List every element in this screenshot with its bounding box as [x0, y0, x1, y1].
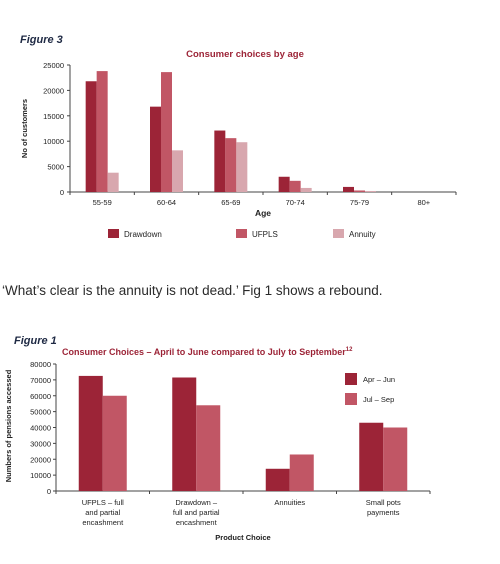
chart-title-superscript: 12 — [346, 347, 353, 353]
x-tick-label: and partial — [85, 508, 120, 517]
y-tick-label: 20000 — [43, 86, 64, 95]
bar-annuity — [365, 190, 376, 192]
y-tick-label: 0 — [47, 487, 51, 496]
quote-text: ‘What’s clear is the annuity is not dead… — [2, 283, 383, 298]
bar-annuity — [300, 187, 312, 192]
x-tick-label: encashment — [82, 518, 124, 527]
y-tick-label: 0 — [60, 188, 64, 197]
y-tick-label: 20000 — [30, 455, 51, 464]
x-tick-label: UFPLS – full — [82, 498, 124, 507]
x-tick-label: Annuities — [274, 498, 305, 507]
figure-3-label: Figure 3 — [20, 34, 63, 46]
figure-3-chart: Consumer choices by age 0 5000 10000 15000 20… — [20, 49, 457, 239]
x-tick-label: encashment — [176, 518, 218, 527]
bar-apr-jun — [78, 375, 103, 491]
bar-annuity — [236, 142, 248, 192]
legend-label: Drawdown — [124, 230, 162, 239]
bar-apr-jun — [172, 377, 197, 491]
chart-title-text: Consumer Choices – April to June compare… — [62, 347, 346, 357]
bar-annuity — [107, 172, 119, 192]
legend-swatch — [333, 229, 344, 238]
figure-1-label: Figure 1 — [14, 335, 57, 347]
x-tick-label: 60-64 — [157, 198, 176, 207]
bar-ufpls — [96, 71, 108, 192]
bar-drawdown — [214, 130, 226, 192]
figure-3: Figure 3 Consumer choices by age 0 5000 100… — [0, 0, 500, 265]
y-tick-label: 25000 — [43, 61, 64, 70]
bar-drawdown — [85, 81, 97, 192]
x-tick-label: 80+ — [417, 198, 430, 207]
chart-title: Consumer Choices – April to June compare… — [62, 347, 353, 357]
y-tick-label: 80000 — [30, 360, 51, 369]
bar-jul-sep — [196, 405, 221, 491]
y-tick-label: 40000 — [30, 424, 51, 433]
bar-apr-jun — [265, 468, 290, 491]
x-tick-label: 65-69 — [221, 198, 240, 207]
y-tick-label: 70000 — [30, 376, 51, 385]
chart-title: Consumer choices by age — [186, 49, 304, 60]
legend-label: Jul – Sep — [363, 395, 394, 404]
bar-annuity — [172, 150, 183, 192]
y-tick-label: 10000 — [30, 471, 51, 480]
legend-label: Apr – Jun — [363, 375, 395, 384]
y-tick-label: 10000 — [43, 137, 64, 146]
legend-swatch — [108, 229, 119, 238]
bar-drawdown — [150, 106, 161, 192]
figure-1-chart: Consumer Choices – April to June compare… — [4, 347, 431, 542]
y-tick-label: 60000 — [30, 392, 51, 401]
x-axis-title: Age — [255, 208, 271, 218]
y-tick-label: 50000 — [30, 408, 51, 417]
x-tick-label: 75-79 — [350, 198, 369, 207]
y-axis-title: No of customers — [20, 99, 29, 158]
bar-ufpls — [354, 190, 365, 192]
bar-ufpls — [161, 72, 172, 192]
x-tick-label: payments — [367, 508, 400, 517]
x-tick-label: 70-74 — [286, 198, 305, 207]
y-tick-label: 15000 — [43, 112, 64, 121]
y-tick-label: 30000 — [30, 439, 51, 448]
bar-drawdown — [343, 186, 354, 192]
bar-jul-sep — [383, 427, 408, 491]
x-tick-label: Drawdown – — [175, 498, 218, 507]
legend-swatch — [345, 393, 357, 405]
x-tick-label: Small pots — [366, 498, 401, 507]
legend-label: Annuity — [349, 230, 376, 239]
bar-jul-sep — [102, 395, 127, 491]
bar-apr-jun — [359, 422, 384, 491]
figure-1: Figure 1 Consumer Choices – April to Jun… — [0, 330, 500, 560]
legend-swatch — [345, 373, 357, 385]
bar-ufpls — [289, 180, 301, 192]
y-axis-title: Numbers of pensions accessed — [4, 369, 13, 482]
bar-drawdown — [278, 176, 290, 192]
bar-jul-sep — [289, 454, 314, 491]
x-tick-label: 55-59 — [93, 198, 112, 207]
x-tick-label: full and partial — [173, 508, 220, 517]
bar-ufpls — [225, 138, 237, 192]
legend-label: UFPLS — [252, 230, 278, 239]
y-tick-label: 5000 — [47, 163, 64, 172]
legend-swatch — [236, 229, 247, 238]
x-axis-title: Product Choice — [215, 533, 270, 542]
